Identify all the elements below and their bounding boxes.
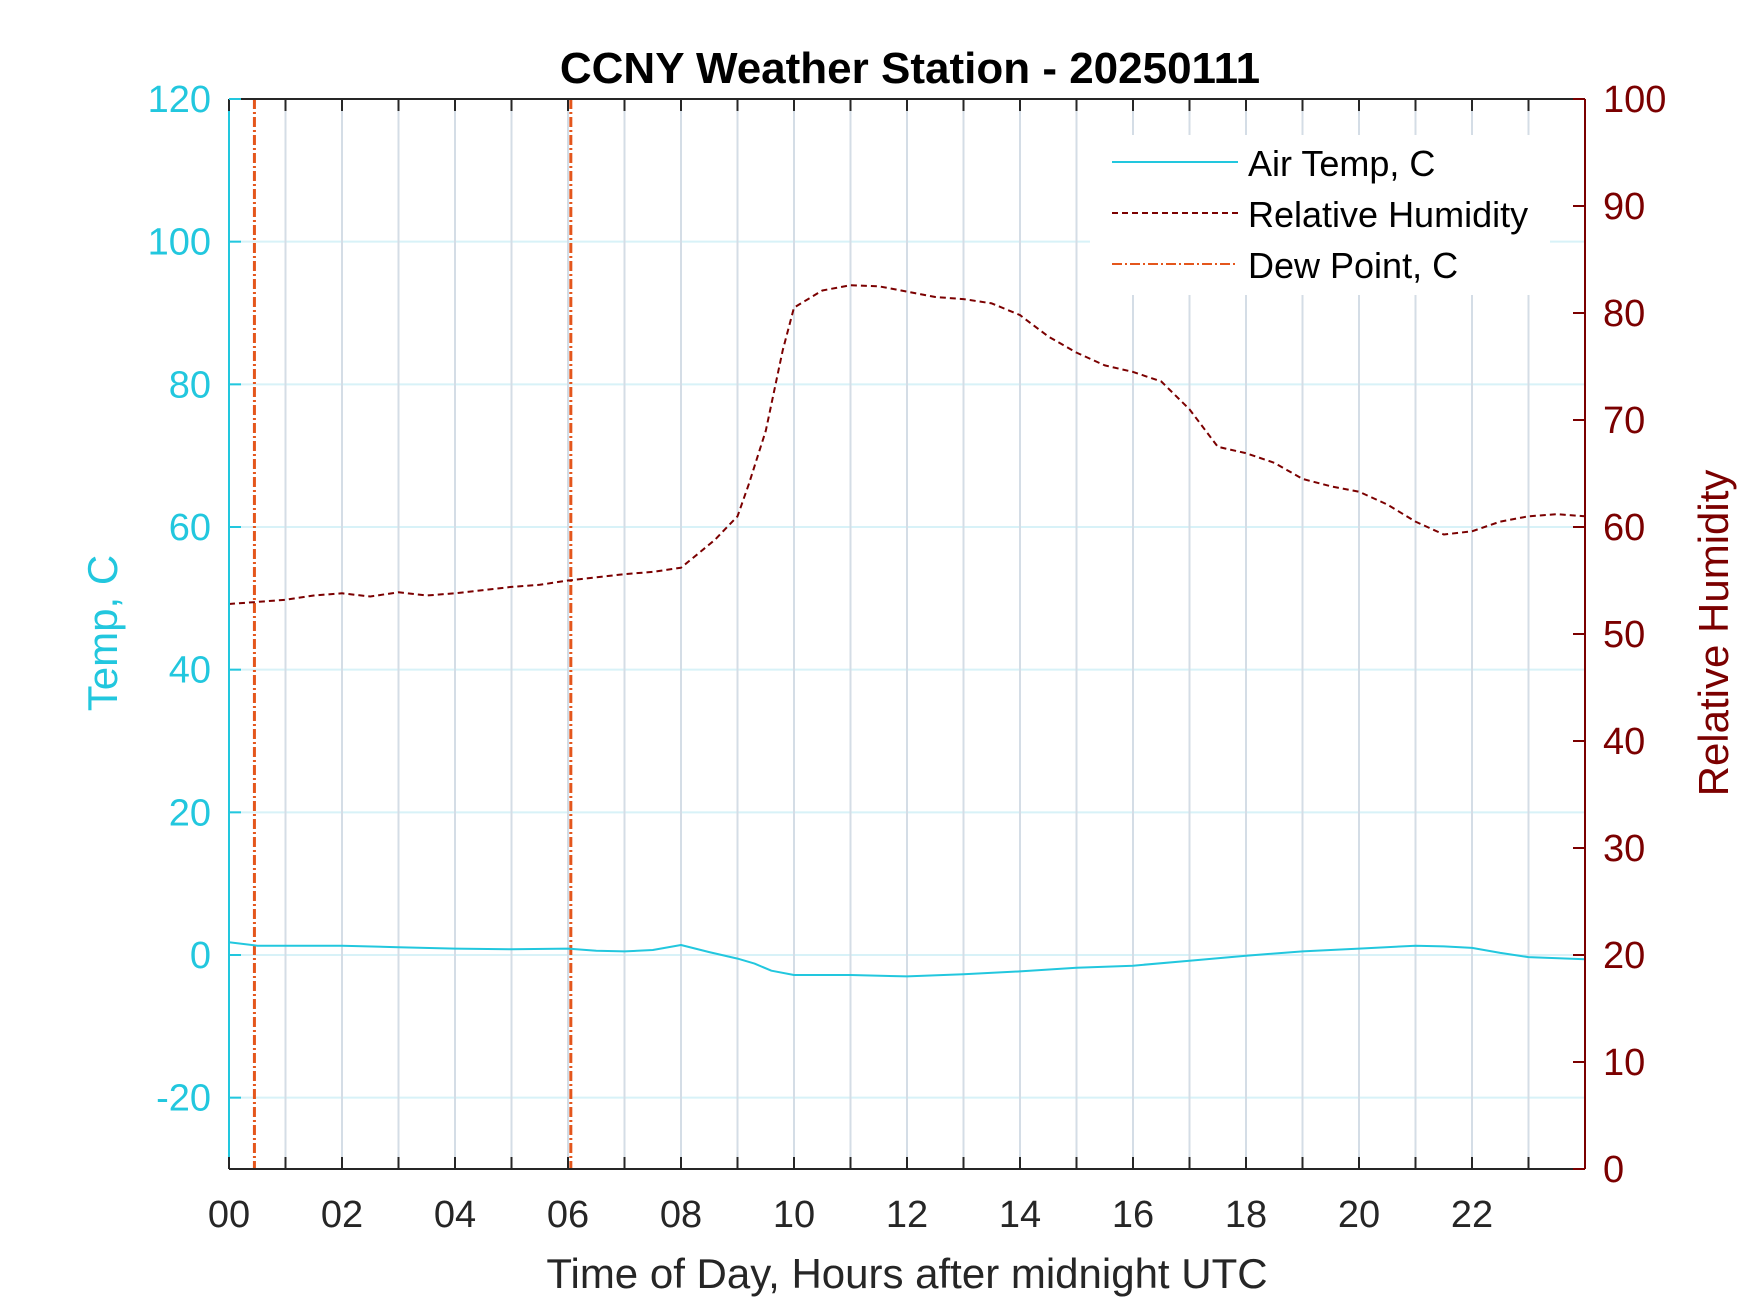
series-line-1 [228,284,1586,605]
y-tick-label-right: 0 [1603,1149,1624,1191]
marker-layer [252,99,573,1169]
y-tick-label-right: 50 [1603,614,1645,656]
y-tick-label-left: -20 [156,1078,211,1120]
x-tick-label: 16 [1112,1194,1154,1236]
legend-label-humidity: Relative Humidity [1248,194,1528,235]
y-tick-label-right: 30 [1603,828,1645,870]
x-tick-label: 18 [1225,1194,1267,1236]
x-tick-label: 12 [886,1194,928,1236]
y-tick-label-right: 20 [1603,935,1645,977]
y-tick-label-right: 80 [1603,293,1645,335]
x-tick-label: 00 [208,1194,250,1236]
y-tick-label-left: 40 [169,650,211,692]
x-tick-label: 04 [434,1194,476,1236]
right-axis-label: Relative Humidity [1690,470,1737,797]
series-line-0 [228,941,1586,978]
y-tick-label-left: 0 [190,935,211,977]
x-tick-label: 10 [773,1194,815,1236]
x-tick-label: 08 [660,1194,702,1236]
y-tick-label-right: 100 [1603,79,1666,121]
x-tick-label: 22 [1451,1194,1493,1236]
x-tick-label: 06 [547,1194,589,1236]
x-axis-label: Time of Day, Hours after midnight UTC [546,1250,1267,1297]
x-tick-label: 14 [999,1194,1041,1236]
y-tick-label-right: 70 [1603,400,1645,442]
y-tick-label-left: 100 [148,222,211,264]
y-tick-label-right: 10 [1603,1042,1645,1084]
legend-label-air-temp: Air Temp, C [1248,143,1435,184]
chart-title: CCNY Weather Station - 20250111 [560,44,1260,93]
x-tick-label: 20 [1338,1194,1380,1236]
y-tick-label-left: 20 [169,792,211,834]
y-tick-label-right: 60 [1603,507,1645,549]
y-tick-label-left: 80 [169,364,211,406]
grid-layer [229,99,1585,1169]
y-tick-label-right: 90 [1603,186,1645,228]
legend-label-dew-point: Dew Point, C [1248,245,1458,286]
y-tick-label-left: 60 [169,507,211,549]
series-layer [228,284,1586,978]
x-tick-label: 02 [321,1194,363,1236]
legend: Air Temp, C Relative Humidity Dew Point,… [1090,135,1550,295]
y-tick-label-right: 40 [1603,721,1645,763]
y-tick-label-left: 120 [148,79,211,121]
ticks-layer: 00 02 04 06 08 10 12 14 16 18 20 22-200204060801001… [148,79,1667,1236]
left-axis-label: Temp, C [79,555,126,711]
